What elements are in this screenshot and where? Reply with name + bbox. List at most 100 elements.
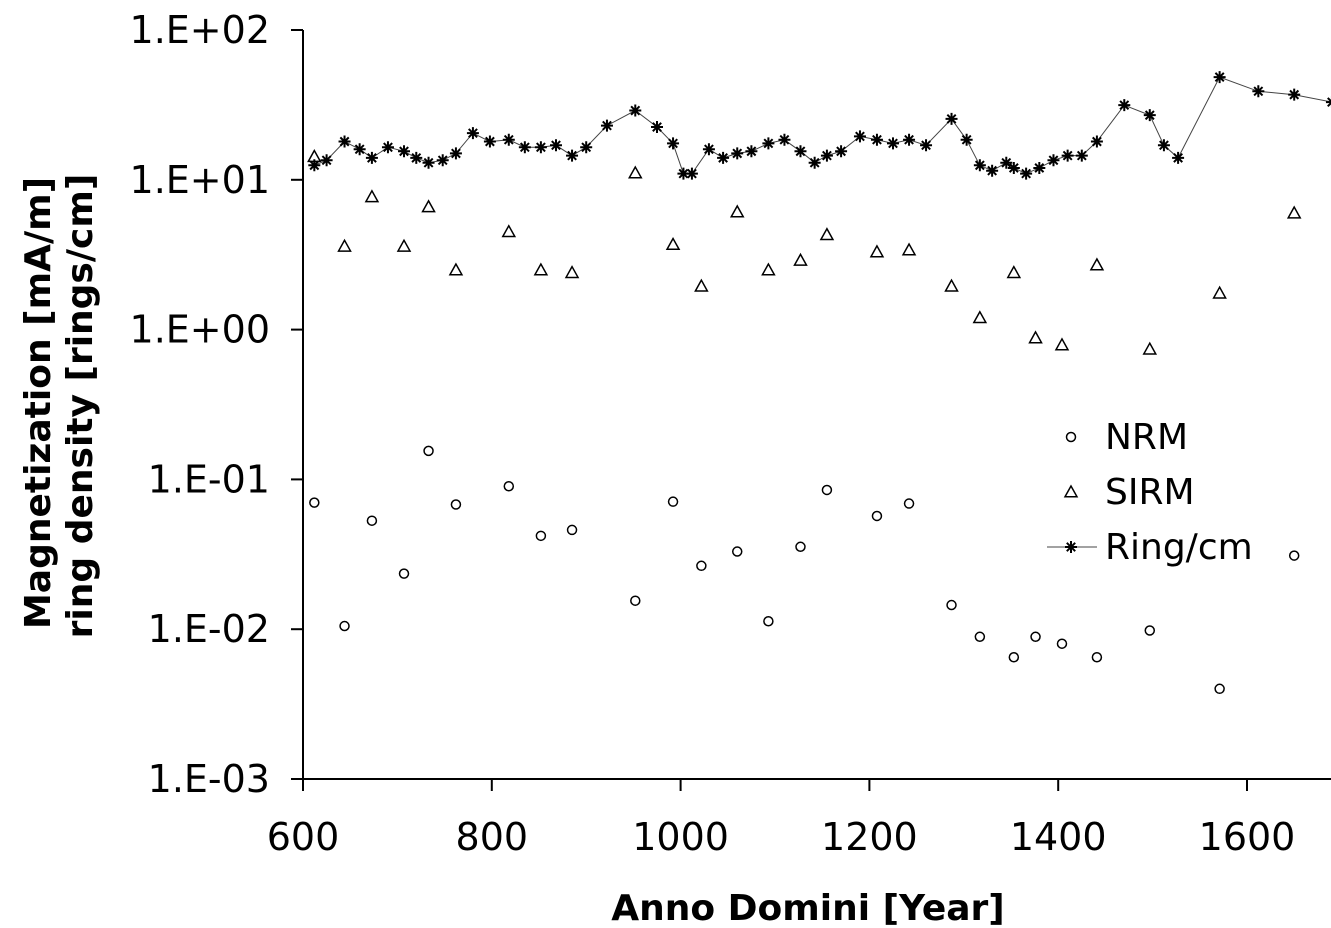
ring-cm-point <box>702 143 715 156</box>
ring-cm-point <box>731 147 744 160</box>
ring-cm-point <box>1090 135 1103 148</box>
ring-cm-point <box>960 133 973 146</box>
ring-cm-point <box>745 145 758 158</box>
sirm-point <box>819 227 835 241</box>
ring-cm-point <box>1288 88 1301 101</box>
ring-cm-point <box>1007 161 1020 174</box>
sirm-point <box>944 278 959 292</box>
ring-cm-point <box>1047 154 1060 167</box>
ring-cm-point <box>973 159 986 172</box>
legend-nrm-label: NRM <box>1105 417 1188 458</box>
y-axis-title-line1: Magnetization [mA/m] <box>18 177 59 629</box>
ring-cm-point <box>1252 85 1265 98</box>
ring-cm-point <box>422 156 435 169</box>
y-tick-label: 1.E+02 <box>130 8 270 52</box>
nrm-point <box>795 541 806 553</box>
sirm-point <box>396 238 412 252</box>
ring-cm-point <box>1118 99 1131 112</box>
ring-cm-point <box>449 147 462 160</box>
x-tick-label: 1400 <box>1010 815 1107 859</box>
ring-cm-point <box>502 133 515 146</box>
x-tick-label: 1600 <box>1199 815 1296 859</box>
x-tick-label: 1200 <box>821 815 918 859</box>
y-axis-title-line2: ring density [rings/cm] <box>60 174 101 639</box>
ring-cm-point <box>1143 109 1156 122</box>
ring-cm-point <box>762 137 775 150</box>
ring-cm-point <box>338 135 351 148</box>
x-axis-title: Anno Domini [Year] <box>611 888 1005 928</box>
nrm-point <box>1214 683 1225 695</box>
y-tick-label: 1.E-01 <box>148 457 270 501</box>
sirm-point <box>1054 337 1070 351</box>
nrm-point <box>1288 550 1300 561</box>
ring-cm-point <box>667 137 680 150</box>
ring-cm-point <box>685 167 698 180</box>
ring-cm-point <box>320 154 333 167</box>
ring-cm-point <box>398 145 411 158</box>
sirm-point <box>665 236 681 251</box>
nrm-point <box>1144 625 1156 636</box>
nrm-point <box>946 599 957 611</box>
ring-cm-point <box>1172 151 1185 164</box>
nrm-point <box>667 496 679 507</box>
ring-cm-point <box>534 141 547 154</box>
x-tick-label: 1000 <box>632 815 729 859</box>
nrm-point <box>1091 651 1103 663</box>
sirm-point <box>337 238 352 252</box>
nrm-point <box>566 524 578 536</box>
legend-nrm-marker <box>1065 431 1077 443</box>
ring-cm-point <box>808 156 821 169</box>
sirm-point <box>972 310 988 324</box>
ring-cm-point <box>853 130 866 143</box>
plot-area <box>307 71 1331 695</box>
ring-cm-point <box>1325 96 1331 109</box>
nrm-point <box>1030 631 1041 643</box>
legend-ring-cm-label: Ring/cm <box>1105 527 1253 568</box>
ring-cm-point <box>436 154 449 167</box>
nrm-point <box>974 631 986 643</box>
ring-cm-point <box>778 133 791 146</box>
sirm-point <box>869 244 885 258</box>
sirm-point <box>694 278 709 292</box>
ring-cm-point <box>870 133 883 146</box>
nrm-point <box>503 481 515 492</box>
sirm-point <box>564 265 580 279</box>
sirm-point <box>761 262 776 276</box>
ring-cm-point <box>1020 167 1033 180</box>
ring-cm-point <box>483 135 496 148</box>
sirm-point <box>448 262 464 276</box>
ring-cm-point <box>920 139 933 152</box>
ring-cm-point <box>600 119 613 132</box>
ring-cm-point <box>717 151 730 164</box>
sirm-point <box>1028 330 1043 344</box>
sirm-point <box>729 204 745 218</box>
sirm-point <box>1089 257 1105 271</box>
ring-cm-point <box>820 149 833 162</box>
nrm-point <box>821 484 833 496</box>
nrm-point <box>1056 638 1068 649</box>
ring-cm-point <box>381 141 394 154</box>
nrm-point <box>871 510 883 522</box>
ring-cm-point <box>353 143 366 156</box>
ring-cm-point <box>835 145 848 158</box>
ring-cm-point <box>629 104 642 117</box>
ring-cm-point <box>410 151 423 164</box>
axes: 1.E-03 1.E-02 1.E-01 1.E+00 1.E+01 1.E+02 600 8… <box>130 8 1331 859</box>
nrm-point <box>398 568 410 579</box>
sirm-point <box>364 189 380 203</box>
sirm-point <box>1286 205 1302 219</box>
ring-cm-point <box>1075 149 1088 162</box>
ring-cm-point <box>986 164 999 177</box>
nrm-point <box>339 620 350 632</box>
ring-cm-point <box>580 141 593 154</box>
nrm-point <box>535 530 547 542</box>
nrm-point <box>696 560 707 572</box>
sirm-point <box>1006 265 1022 279</box>
y-tick-label: 1.E-03 <box>148 757 270 801</box>
ring-cm-point <box>1061 149 1074 162</box>
legend-ring-cm-marker <box>1065 541 1077 553</box>
nrm-point <box>450 499 462 510</box>
ring-cm-point <box>1000 156 1013 169</box>
x-tick-label: 600 <box>267 815 340 859</box>
